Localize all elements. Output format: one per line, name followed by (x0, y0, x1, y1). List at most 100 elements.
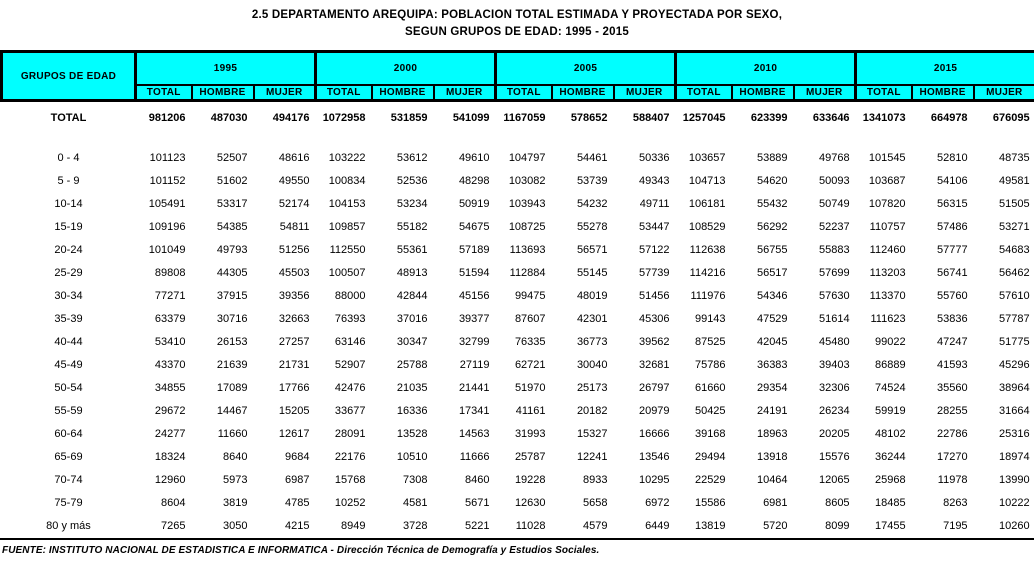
value-cell: 51505 (998, 198, 1030, 210)
value-cell: 51775 (998, 336, 1030, 348)
value-cell: 32681 (638, 359, 670, 371)
value-cell: 4215 (285, 520, 310, 532)
value-cell: 5221 (465, 520, 490, 532)
value-cell: 39168 (694, 428, 726, 440)
value-cell: 56741 (936, 267, 968, 279)
value-cell: 42844 (396, 290, 428, 302)
value-cell: 57122 (638, 244, 670, 256)
value-cell: 48913 (396, 267, 428, 279)
value-cell: 541099 (452, 112, 490, 125)
value-cell: 16336 (396, 405, 428, 417)
table-header: GRUPOS DE EDAD 1995 2000 2005 2010 2015 TOTA… (0, 50, 1034, 102)
subheader-cell: MUJER (612, 83, 677, 102)
value-cell: 45296 (998, 359, 1030, 371)
age-group-label: 50-54 (54, 382, 83, 394)
value-cell: 12617 (278, 428, 310, 440)
value-cell: 28255 (936, 405, 968, 417)
value-cell: 20182 (576, 405, 608, 417)
value-cell: 27257 (278, 336, 310, 348)
value-cell: 633646 (812, 112, 850, 125)
value-cell: 50919 (458, 198, 490, 210)
spacer-row (2, 135, 1034, 147)
value-cell: 51602 (216, 175, 248, 187)
table-row: 65-69 18324 8640 9684 22176 10510 11666 25787 12… (2, 446, 1034, 469)
value-cell: 9684 (285, 451, 310, 463)
value-cell: 39403 (818, 359, 850, 371)
value-cell: 15586 (694, 497, 726, 509)
value-cell: 588407 (632, 112, 670, 125)
subheader-cell: HOMBRE (910, 83, 975, 102)
value-cell: 104713 (688, 175, 726, 187)
value-cell: 112550 (329, 244, 366, 256)
value-cell: 12630 (514, 497, 546, 509)
value-cell: 45480 (818, 336, 850, 348)
value-cell: 3819 (223, 497, 248, 509)
subheader-cell: MUJER (432, 83, 497, 102)
age-group-label: 65-69 (54, 451, 83, 463)
value-cell: 13819 (694, 520, 726, 532)
value-cell: 52536 (396, 175, 428, 187)
age-group-label: 70-74 (54, 474, 83, 486)
table-row: 25-29 89808 44305 45503 100507 48913 51594 1128… (2, 262, 1034, 285)
value-cell: 41161 (515, 405, 546, 417)
value-cell: 49768 (818, 152, 850, 164)
value-cell: 112638 (689, 244, 726, 256)
value-cell: 51594 (458, 267, 490, 279)
value-cell: 1072958 (322, 112, 366, 125)
value-cell: 17455 (874, 520, 906, 532)
value-cell: 19228 (514, 474, 546, 486)
subheader-cell: HOMBRE (730, 83, 795, 102)
value-cell: 5671 (465, 497, 490, 509)
value-cell: 77271 (154, 290, 186, 302)
value-cell: 38964 (998, 382, 1030, 394)
value-cell: 51614 (818, 313, 850, 325)
value-cell: 108529 (688, 221, 726, 233)
value-cell: 35560 (936, 382, 968, 394)
subheader-cell: TOTAL (674, 83, 733, 102)
age-group-label: TOTAL (50, 112, 87, 125)
subheader-cell: MUJER (972, 83, 1034, 102)
value-cell: 12065 (818, 474, 850, 486)
table-row: 0 - 4 101123 52507 48616 103222 53612 49610 104… (2, 147, 1034, 170)
value-cell: 4581 (403, 497, 428, 509)
value-cell: 53317 (216, 198, 248, 210)
value-cell: 43370 (154, 359, 186, 371)
value-cell: 36244 (874, 451, 906, 463)
value-cell: 48735 (998, 152, 1030, 164)
value-cell: 54232 (576, 198, 608, 210)
value-cell: 55361 (396, 244, 428, 256)
value-cell: 36773 (576, 336, 608, 348)
value-cell: 74524 (874, 382, 906, 394)
year-header: 2000 (314, 50, 497, 86)
value-cell: 52907 (334, 359, 366, 371)
table-row: 50-54 34855 17089 17766 42476 21035 21441 51970… (2, 377, 1034, 400)
value-cell: 54675 (458, 221, 490, 233)
value-cell: 53739 (576, 175, 608, 187)
population-table: GRUPOS DE EDAD 1995 2000 2005 2010 2015 TOTA… (0, 50, 1034, 538)
value-cell: 18324 (154, 451, 186, 463)
value-cell: 103657 (688, 152, 726, 164)
value-cell: 21441 (458, 382, 490, 394)
table-row: 45-49 43370 21639 21731 52907 25788 27119 62721… (2, 354, 1034, 377)
subheader-row: TOTAL HOMBRE MUJER TOTAL HOMBRE MUJER TOTAL HOM… (2, 83, 1034, 102)
value-cell: 10295 (638, 474, 670, 486)
value-cell: 52810 (936, 152, 968, 164)
subheader-cell: TOTAL (134, 83, 193, 102)
value-cell: 53447 (638, 221, 670, 233)
value-cell: 42045 (756, 336, 788, 348)
value-cell: 104797 (508, 152, 546, 164)
value-cell: 3050 (223, 520, 248, 532)
value-cell: 27119 (459, 359, 490, 371)
value-cell: 87525 (694, 336, 726, 348)
value-cell: 47529 (756, 313, 788, 325)
age-group-label: 10-14 (54, 198, 83, 210)
value-cell: 981206 (148, 112, 186, 125)
value-cell: 25173 (576, 382, 608, 394)
value-cell: 29494 (694, 451, 726, 463)
value-cell: 42301 (576, 313, 608, 325)
subheader-cell: HOMBRE (550, 83, 615, 102)
value-cell: 21639 (216, 359, 248, 371)
value-cell: 29354 (756, 382, 788, 394)
value-cell: 48616 (278, 152, 310, 164)
